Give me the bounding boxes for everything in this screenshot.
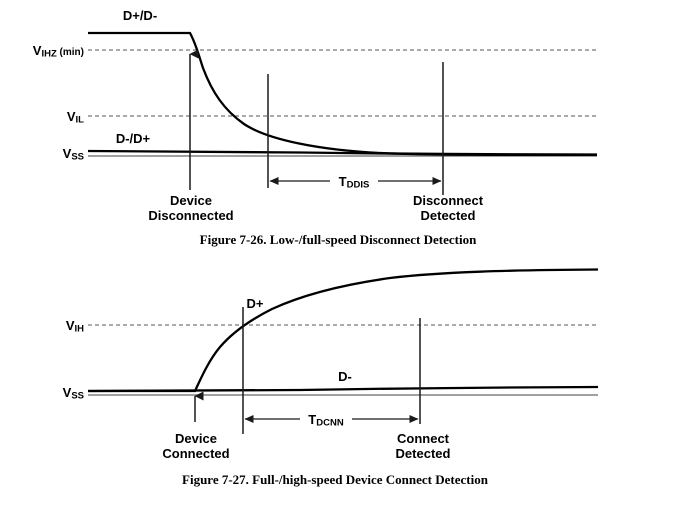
event-label-device-disconnected-line1: Device <box>170 193 212 208</box>
timing-label-tdcnn: TDCNN <box>308 412 344 429</box>
figure-caption-7-27: Figure 7-27. Full-/high-speed Device Con… <box>182 472 489 487</box>
waveform-d-minus <box>87 385 599 393</box>
axis-label-vss-f1: VSS <box>63 146 84 163</box>
signal-label-d-minus: D- <box>338 369 352 384</box>
event-label-device-connected-line2: Connected <box>162 446 229 461</box>
axis-label-vih: VIH <box>66 318 84 335</box>
signal-label-d-plus-d-minus: D+/D- <box>123 8 157 23</box>
axis-label-vss-f2: VSS <box>63 385 84 402</box>
signal-label-d-plus: D+ <box>247 296 264 311</box>
axis-label-vil: VIL <box>67 109 84 126</box>
event-label-connect-detected-line1: Connect <box>397 431 450 446</box>
event-label-disconnect-detected-line1: Disconnect <box>413 193 484 208</box>
event-label-disconnect-detected-line2: Detected <box>421 208 476 223</box>
event-label-device-disconnected-line2: Disconnected <box>148 208 233 223</box>
waveform-d-plus-d-minus <box>88 31 598 157</box>
waveform-d-plus <box>88 268 599 393</box>
axis-label-vihz: VIHZ (min) <box>33 43 84 60</box>
signal-label-d-minus-d-plus: D-/D+ <box>116 131 151 146</box>
figure-7-26-group: VIHZ (min) VIL VSS D+/D- D-/D+ TDDIS Dev… <box>33 8 598 247</box>
figure-caption-7-26: Figure 7-26. Low-/full-speed Disconnect … <box>200 232 477 247</box>
figure-7-27-group: VIH VSS D+ D- TDCNN Device Connected Con… <box>63 268 599 487</box>
timing-label-tddis: TDDIS <box>339 174 370 191</box>
event-label-connect-detected-line2: Detected <box>396 446 451 461</box>
event-label-device-connected-line1: Device <box>175 431 217 446</box>
